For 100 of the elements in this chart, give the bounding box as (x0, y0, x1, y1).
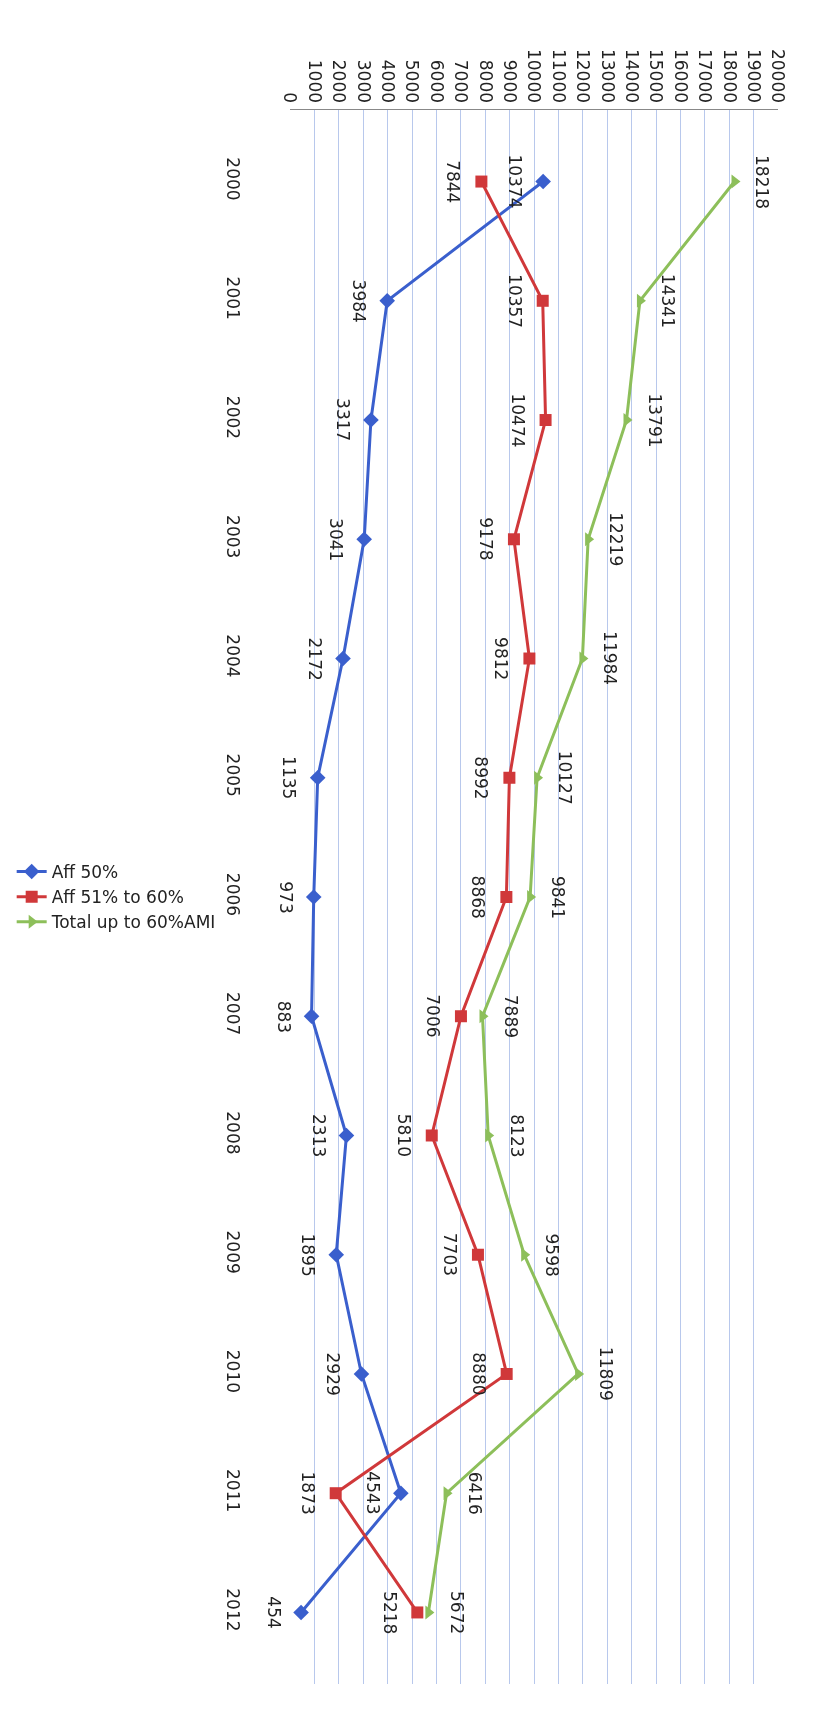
data-label: 5218 (379, 1591, 400, 1635)
data-label: 7703 (439, 1232, 460, 1277)
point (471, 1248, 484, 1261)
data-label: 1895 (297, 1233, 318, 1277)
point (425, 1129, 438, 1142)
y-tick-label: 2006 (223, 872, 243, 917)
point (293, 1604, 309, 1621)
data-label: 12219 (606, 512, 627, 567)
y-tick-label: 2003 (223, 515, 243, 559)
data-label: 1135 (279, 756, 300, 800)
y-tick-label: 2008 (223, 1111, 243, 1155)
x-tick-label: 18000 (719, 48, 740, 104)
data-label: 973 (275, 881, 296, 914)
data-label: 3984 (349, 279, 369, 323)
data-label: 7006 (423, 994, 444, 1038)
data-label: 9812 (490, 637, 511, 681)
legend-label: Total up to 60%AMI (50, 912, 216, 933)
point (454, 1010, 467, 1023)
data-label: 5810 (394, 1113, 415, 1157)
data-label: 10374 (504, 154, 525, 209)
point (305, 889, 322, 905)
point (500, 891, 513, 903)
point (575, 1367, 585, 1381)
point (363, 412, 379, 428)
legend-label: Aff 50% (51, 862, 119, 883)
x-tick-label: 12000 (573, 48, 594, 104)
data-label: 5672 (446, 1591, 467, 1635)
data-label: 11809 (596, 1346, 617, 1401)
point (303, 1008, 320, 1025)
data-label: 3041 (326, 518, 347, 562)
point (535, 173, 551, 190)
data-label: 2929 (323, 1352, 344, 1396)
x-tick-label: 5000 (402, 59, 423, 104)
x-tick-label: 2000 (329, 59, 350, 104)
x-tick-label: 16000 (670, 48, 691, 104)
point (328, 1246, 345, 1263)
data-label: 6416 (464, 1471, 485, 1515)
data-label: 7844 (442, 160, 463, 204)
point (475, 175, 488, 188)
x-tick-label: 20000 (768, 48, 789, 104)
data-label: 8992 (471, 756, 492, 800)
data-label: 10127 (554, 750, 575, 805)
data-label: 1873 (297, 1471, 318, 1515)
point (411, 1606, 424, 1619)
data-label: 2313 (308, 1114, 329, 1158)
x-tick-label: 10000 (524, 48, 545, 104)
y-tick-label: 2009 (223, 1230, 243, 1274)
y-tick-label: 2012 (223, 1588, 243, 1632)
x-tick-label: 7000 (451, 59, 472, 104)
data-label: 9598 (541, 1233, 562, 1277)
data-label: 8868 (468, 875, 489, 919)
x-tick-label: 19000 (744, 48, 765, 104)
point (329, 1487, 342, 1500)
x-tick-label: 9000 (500, 59, 521, 104)
data-label: 13791 (644, 393, 665, 448)
x-tick-label: 1000 (304, 59, 325, 104)
data-label: 18218 (752, 155, 773, 210)
data-label: 10357 (504, 274, 525, 329)
point (527, 890, 537, 904)
point (507, 533, 520, 546)
data-label: 3317 (332, 398, 353, 442)
x-tick-label: 14000 (622, 48, 643, 104)
point (338, 1127, 355, 1144)
data-label: 10474 (507, 393, 528, 448)
point (539, 414, 552, 427)
point (623, 413, 633, 427)
x-tick-label: 4000 (378, 59, 399, 104)
point (379, 292, 396, 309)
data-label: 8880 (468, 1352, 489, 1396)
data-label: 9841 (548, 875, 569, 920)
x-tick-label: 17000 (695, 48, 716, 104)
point (393, 1485, 409, 1502)
data-label: 11984 (599, 631, 620, 686)
x-tick-label: 0 (280, 92, 301, 104)
y-tick-label: 2000 (223, 157, 243, 201)
y-tick-label: 2007 (223, 992, 243, 1036)
y-tick-label: 2001 (223, 276, 243, 320)
point (536, 294, 549, 307)
x-tick-label: 11000 (548, 48, 569, 104)
data-label: 14341 (657, 273, 678, 328)
data-label: 7889 (500, 994, 521, 1039)
data-label: 9178 (476, 517, 497, 561)
point (309, 769, 326, 786)
data-label: 8123 (506, 1114, 527, 1158)
x-tick-label: 3000 (353, 59, 374, 104)
point (335, 650, 351, 667)
y-tick-label: 2004 (223, 634, 243, 678)
point (356, 531, 372, 548)
x-tick-label: 8000 (475, 59, 496, 104)
data-label: 2172 (304, 637, 325, 681)
x-tick-label: 6000 (426, 59, 447, 104)
x-tick-label: 15000 (646, 48, 667, 104)
point (500, 1367, 513, 1380)
point (523, 652, 536, 665)
data-label: 454 (263, 1596, 284, 1629)
point (503, 771, 516, 784)
y-tick-label: 2011 (223, 1469, 243, 1513)
x-tick-label: 13000 (597, 48, 618, 104)
legend-label: Aff 51% to 60% (51, 887, 184, 908)
y-tick-label: 2010 (223, 1349, 243, 1394)
